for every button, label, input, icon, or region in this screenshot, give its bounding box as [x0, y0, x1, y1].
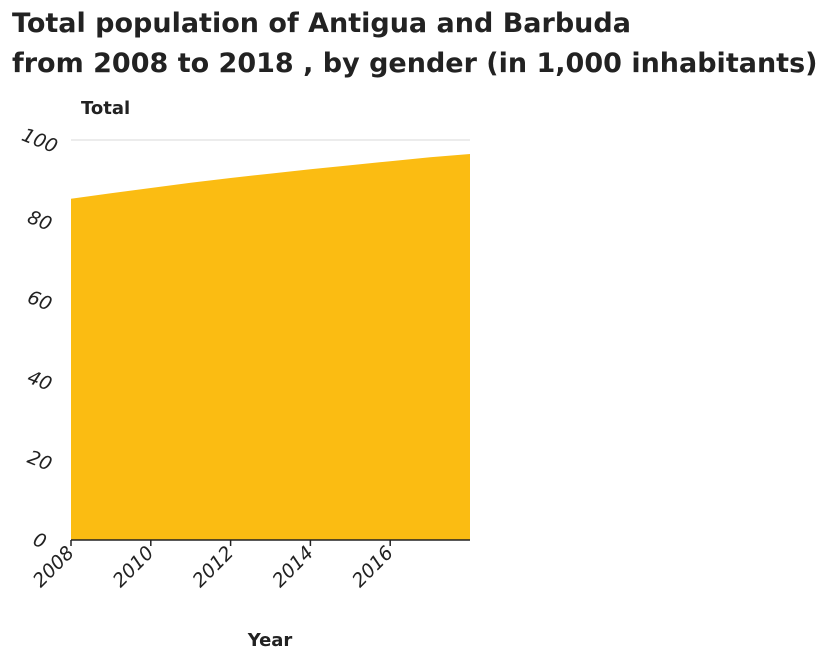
y-tick-label: 60 — [24, 286, 55, 315]
chart-title: Total population of Antigua and Barbuda … — [12, 4, 827, 84]
y-tick-label: 80 — [24, 206, 55, 235]
x-tick-label: 2014 — [268, 542, 318, 592]
x-axis-label: Year — [247, 630, 293, 651]
y-axis-ticks: 0 20 40 60 80 100 — [19, 124, 61, 553]
population-area — [71, 154, 470, 540]
y-axis-label: Total — [81, 98, 130, 119]
x-axis-ticks: 2008 2010 2012 2014 2016 — [29, 540, 398, 592]
x-tick-label: 2010 — [109, 542, 159, 592]
y-tick-label: 100 — [19, 124, 61, 158]
y-tick-label: 0 — [30, 528, 49, 553]
y-tick-label: 20 — [24, 446, 55, 475]
chart-title-line-1: Total population of Antigua and Barbuda — [12, 8, 631, 39]
x-tick-label: 2016 — [348, 542, 398, 592]
chart-title-line-2: from 2008 to 2018 , by gender (in 1,000 … — [12, 48, 818, 79]
x-tick-label: 2012 — [188, 542, 238, 592]
y-tick-label: 40 — [24, 366, 55, 395]
